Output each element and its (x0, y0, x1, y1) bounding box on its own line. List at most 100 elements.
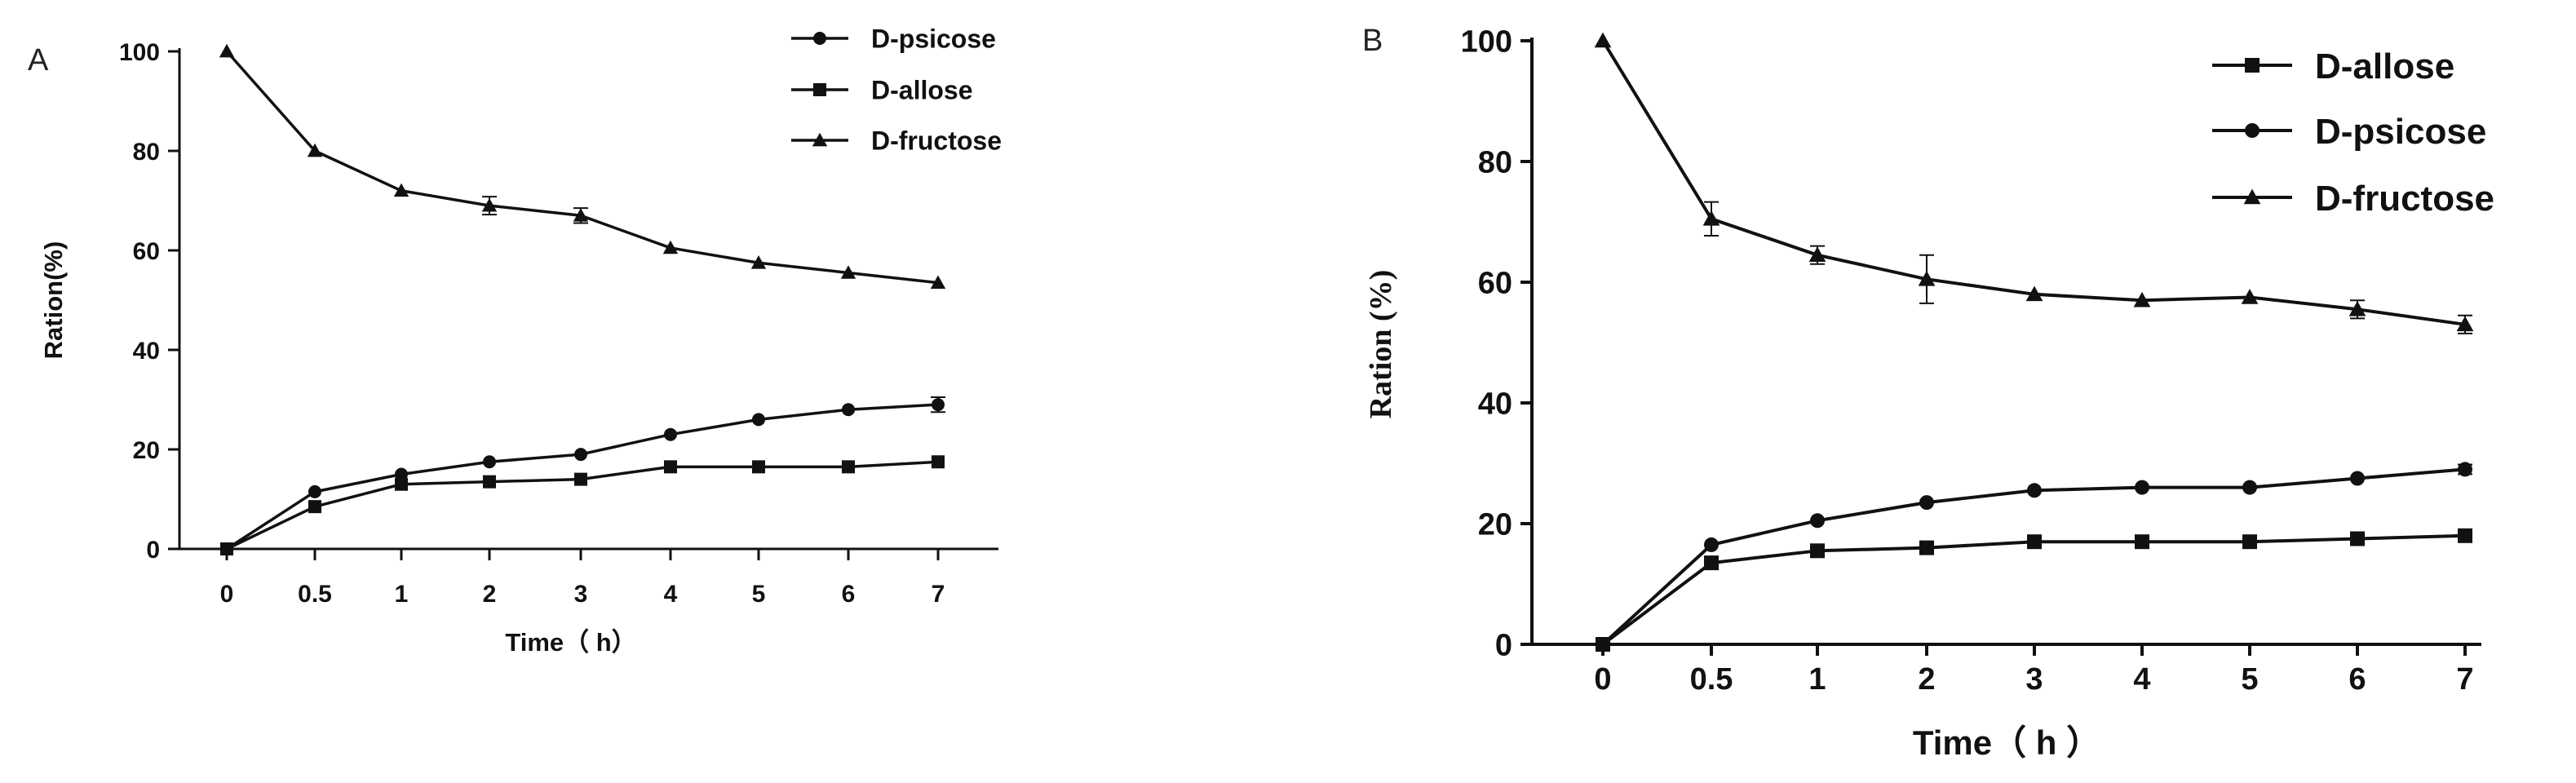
panel-b-legend-item-d-allose: D-allose (2212, 46, 2454, 86)
panel-b-series-d-psicose-point (2458, 462, 2472, 477)
panel-b-series-d-psicose-point (1810, 513, 1825, 529)
panel-a-legend-label: D-psicose (871, 24, 996, 54)
panel-b-series-d-allose-point (2350, 531, 2365, 546)
panel-b-legend-marker (2245, 123, 2260, 138)
panel-a-series-d-psicose-point (752, 413, 765, 427)
panel-a-y-tick-label: 80 (133, 139, 160, 166)
panel-b-series-d-psicose-point (1596, 637, 1610, 652)
panel-b-x-tick-label: 4 (2133, 662, 2150, 697)
panel-a-series-d-allose-point (752, 460, 765, 474)
panel-a-series-d-fructose-point (481, 197, 498, 212)
panel-a-series-d-fructose-point (219, 43, 235, 58)
panel-b-series-d-fructose-point (2348, 300, 2366, 316)
panel-a-y-tick-label: 40 (133, 338, 160, 365)
panel-a-series-d-fructose-point (662, 240, 679, 254)
panel-b-series-d-allose-point (1810, 543, 1825, 559)
panel-a-series-d-allose (220, 455, 945, 555)
panel-b-x-tick-label: 0.5 (1690, 662, 1733, 697)
panel-b-x-tick-label: 6 (2348, 662, 2366, 697)
panel-b-y-tick-label: 80 (1478, 146, 1512, 180)
panel-a-series-d-psicose-point (483, 455, 496, 469)
panel-b-series-d-fructose-point (2456, 316, 2474, 332)
panel-b-chart: 0 20 40 60 80 100 0 0.5 1 2 3 4 5 6 7 Time（ h ） Ration (… (1364, 25, 2494, 762)
panel-b-series-d-allose (1596, 528, 2472, 652)
panel-a-series-d-fructose (219, 43, 946, 290)
panel-a-legend-marker (813, 83, 826, 96)
panel-b-legend-label: D-fructose (2315, 179, 2494, 219)
panel-a-series-d-allose-point (842, 460, 855, 474)
panel-b-series-d-fructose-point (1918, 270, 1936, 286)
panel-b-series-d-fructose-point (1808, 246, 1826, 262)
panel-a-series-d-psicose-point (664, 427, 677, 441)
panel-b-legend-marker (2243, 188, 2261, 205)
panel-a-y-tick-label: 0 (146, 537, 160, 564)
panel-b-y-tick-label: 20 (1478, 508, 1512, 542)
panel-a-series-d-fructose-point (750, 255, 767, 269)
panel-b-series-d-fructose-point (2133, 291, 2151, 307)
panel-b-series-d-psicose-point (2350, 471, 2365, 486)
panel-b-series-d-psicose-point (1919, 495, 1934, 511)
panel-a-legend-label: D-allose (871, 76, 972, 105)
panel-b-series-d-allose-point (2458, 528, 2472, 543)
panel-a-x-tick-label: 6 (842, 581, 856, 608)
panel-a-series-d-fructose-point (930, 275, 946, 290)
panel-a-series-d-psicose-point (932, 398, 945, 412)
panel-b-x-tick-label: 7 (2456, 662, 2473, 697)
panel-a-y-axis-title: Ration(%) (39, 241, 68, 360)
panel-b-series-d-allose-point (2242, 534, 2257, 550)
panel-a-series-d-fructose-point (307, 143, 323, 157)
panel-a-series-d-psicose (220, 396, 945, 555)
panel-b-series-d-psicose-point (1704, 537, 1719, 552)
panel-b-series-d-psicose-point (2135, 480, 2149, 495)
panel-a-legend-marker (812, 132, 828, 147)
panel-a-x-tick-label: 5 (752, 581, 766, 608)
panel-b-series-d-fructose-point (1702, 210, 1720, 226)
panel-b-x-tick-label: 1 (1808, 662, 1826, 697)
panel-a-legend-marker (813, 32, 826, 45)
panel-b-x-axis-title: Time（ h ） (1913, 723, 2100, 762)
panel-a-series-d-allose-point (308, 500, 321, 514)
panel-b-series-d-psicose-point (2027, 483, 2042, 498)
panel-a-series-d-allose-point (932, 455, 945, 469)
panel-a-legend-item-d-allose: D-allose (791, 76, 972, 105)
panel-a: A 0 20 40 60 80 100 0 0.5 1 2 3 4 5 6 7 Time（ h） Ration(… (28, 24, 1002, 657)
panel-b-series-d-fructose-point (2241, 289, 2259, 304)
panel-b-x-tick-label: 5 (2241, 662, 2258, 697)
panel-b-y-tick-label: 60 (1478, 267, 1512, 301)
panel-b-series-d-fructose (1594, 32, 2474, 334)
panel-b-series-d-allose-point (1704, 555, 1719, 571)
panel-a-y-tick-label: 100 (119, 39, 160, 66)
panel-a-x-tick-label: 2 (483, 581, 497, 608)
panel-b-series-d-allose-point (2135, 534, 2149, 550)
panel-b: B 0 20 40 60 80 100 0 0.5 1 2 3 4 5 6 7 Time（ h ） Ration… (1362, 24, 2494, 762)
panel-a-series-d-fructose-point (393, 183, 409, 197)
panel-a-series-d-psicose-point (308, 484, 321, 498)
panel-a-legend-item-d-psicose: D-psicose (791, 24, 996, 54)
panel-a-series-d-psicose-point (395, 467, 408, 481)
panel-a-x-tick-label: 1 (395, 581, 409, 608)
panel-b-y-tick-label: 0 (1495, 629, 1512, 663)
panel-b-series-d-allose-line (1601, 533, 2466, 646)
panel-b-x-tick-label: 2 (1918, 662, 1935, 697)
panel-a-series-d-allose-point (220, 542, 233, 555)
panel-a-x-tick-label: 3 (574, 581, 588, 608)
panel-b-x-tick-label: 0 (1594, 662, 1611, 697)
panel-a-x-tick-label: 7 (932, 581, 945, 608)
panel-b-x-tick-label: 3 (2025, 662, 2043, 697)
panel-b-legend-label: D-psicose (2315, 112, 2486, 152)
panel-a-x-tick-label: 4 (664, 581, 678, 608)
panel-b-series-d-allose-point (2027, 534, 2042, 550)
panel-a-legend-item-d-fructose: D-fructose (791, 126, 1002, 156)
panel-a-x-tick-label: 0 (220, 581, 234, 608)
panel-a-series-d-allose-point (664, 460, 677, 474)
panel-a-series-d-fructose-point (573, 208, 589, 222)
panel-a-y-tick-label: 20 (133, 437, 160, 464)
panel-a-series-d-fructose-line (225, 50, 939, 285)
panel-b-series-d-psicose-point (2242, 480, 2257, 495)
panel-b-legend-item-d-fructose: D-fructose (2212, 179, 2494, 219)
panel-b-series-d-fructose-point (2025, 285, 2043, 302)
panel-b-legend-item-d-psicose: D-psicose (2212, 112, 2486, 152)
panel-a-series-d-allose-point (574, 472, 587, 486)
panel-b-y-axis-title: Ration (%) (1364, 270, 1398, 419)
